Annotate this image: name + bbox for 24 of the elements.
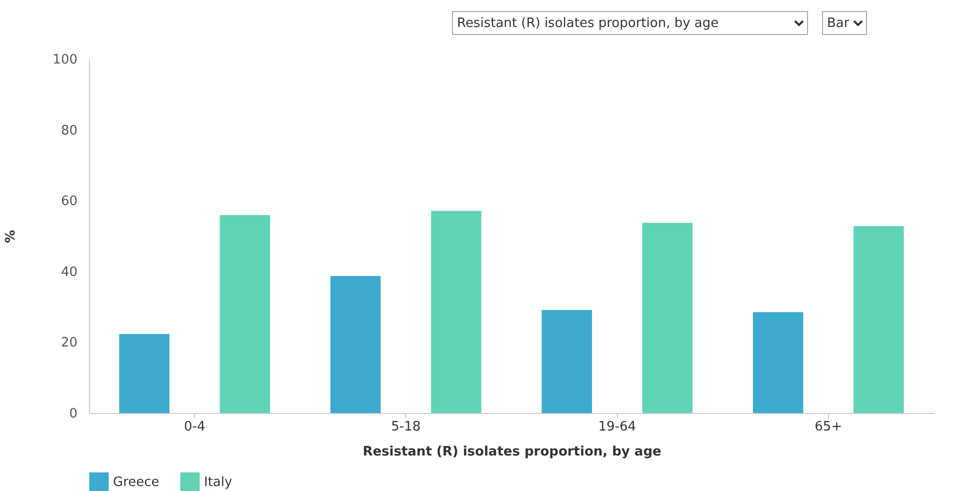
y-axis-title: % (4, 230, 19, 244)
bar (642, 222, 693, 413)
bar (330, 276, 381, 413)
bar (752, 312, 804, 413)
y-tick-label: 40 (60, 264, 78, 280)
x-tick-label: 65+ (814, 420, 842, 434)
bar (431, 210, 482, 413)
bar (220, 215, 270, 413)
bar (542, 310, 592, 413)
x-tick-label: 19-64 (598, 420, 636, 434)
y-tick-label: 100 (52, 52, 78, 68)
bar (854, 226, 904, 413)
x-tick-label: 5-18 (391, 420, 421, 434)
y-tick-label: 80 (60, 123, 78, 138)
y-tick-label: 0 (69, 406, 78, 422)
x-tick-label: 0-4 (184, 420, 206, 434)
bar (119, 334, 170, 413)
y-tick-label: 60 (60, 194, 78, 210)
legend-label: Italy (204, 475, 233, 490)
legend-label: Greece (113, 475, 160, 490)
dropdown: Resistant (R) isolates proportion, by age (452, 11, 808, 35)
dropdown: Bar (822, 11, 867, 35)
x-axis-title: Resistant (R) isolates proportion, by age (362, 444, 662, 460)
y-tick-label: 20 (60, 336, 78, 351)
